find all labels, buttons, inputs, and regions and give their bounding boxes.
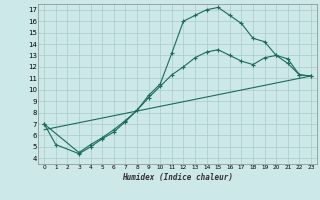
X-axis label: Humidex (Indice chaleur): Humidex (Indice chaleur)	[122, 173, 233, 182]
